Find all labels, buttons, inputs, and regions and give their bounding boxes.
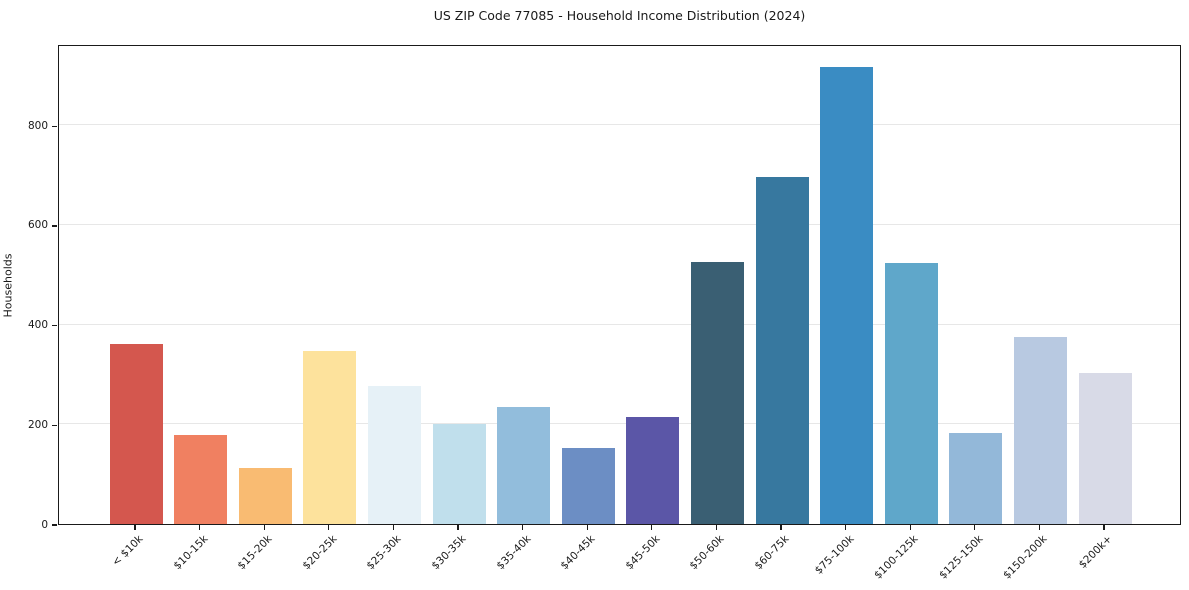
bar-$10-15k	[174, 435, 228, 524]
y-tick-label: 0	[41, 518, 48, 531]
gridline-y-400	[59, 323, 1180, 325]
y-tick-label: 800	[27, 119, 48, 132]
bar-< $10k	[109, 343, 163, 524]
x-tick-mark	[457, 525, 459, 530]
bar-$40-45k	[561, 448, 615, 524]
y-tick-label: 400	[27, 319, 48, 332]
gridline-y-200	[59, 423, 1180, 425]
x-tick-mark	[134, 525, 136, 530]
y-tick-mark	[52, 125, 57, 127]
bar-$35-40k	[497, 407, 551, 524]
y-tick-mark	[52, 524, 57, 526]
x-tick-mark	[586, 525, 588, 530]
x-tick-mark	[780, 525, 782, 530]
bar-$125-150k	[949, 432, 1003, 524]
y-tick-label: 600	[27, 219, 48, 232]
bar-$60-75k	[755, 177, 809, 524]
bar-$100-125k	[884, 263, 938, 524]
bar-$200k+	[1078, 372, 1132, 524]
bar-$45-50k	[626, 416, 680, 524]
x-tick-mark	[715, 525, 717, 530]
x-tick-mark	[522, 525, 524, 530]
bar-$20-25k	[303, 351, 357, 524]
bar-$30-35k	[432, 423, 486, 524]
x-tick-mark	[909, 525, 911, 530]
y-tick-label: 200	[27, 418, 48, 431]
y-tick-mark	[52, 424, 57, 426]
chart-title: US ZIP Code 77085 - Household Income Dis…	[433, 8, 806, 23]
plot-area	[58, 45, 1181, 525]
gridline-y-800	[59, 124, 1180, 126]
x-tick-mark	[845, 525, 847, 530]
y-tick-mark	[52, 225, 57, 227]
bar-$15-20k	[238, 468, 292, 524]
gridline-y-600	[59, 223, 1180, 225]
x-tick-mark	[974, 525, 976, 530]
x-tick-mark	[1103, 525, 1105, 530]
x-tick-label: < $10k	[109, 533, 146, 569]
bar-$75-100k	[820, 66, 874, 524]
y-tick-mark	[52, 325, 57, 327]
x-tick-mark	[199, 525, 201, 530]
x-tick-mark	[651, 525, 653, 530]
x-tick-mark	[1038, 525, 1040, 530]
x-tick-mark	[392, 525, 394, 530]
bar-$150-200k	[1013, 336, 1067, 524]
bar-$50-60k	[690, 262, 744, 524]
x-tick-mark	[263, 525, 265, 530]
bar-$25-30k	[367, 385, 421, 524]
x-tick-mark	[328, 525, 330, 530]
